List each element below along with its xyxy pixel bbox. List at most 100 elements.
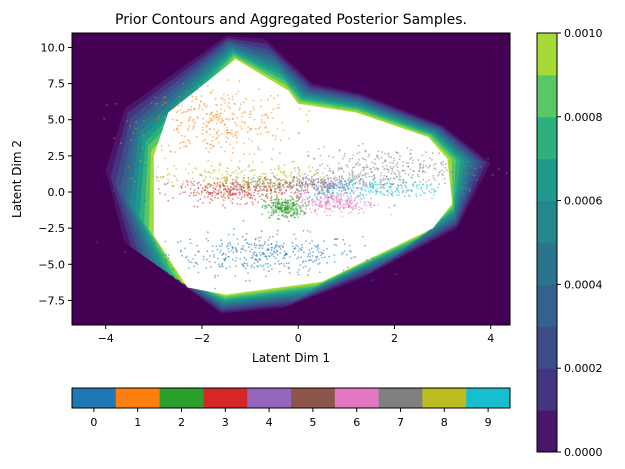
data-point [223, 258, 225, 260]
y-tick-label: 2.5 [48, 150, 66, 163]
data-point [271, 214, 273, 217]
data-point [461, 171, 464, 174]
data-point [283, 200, 286, 203]
data-point [265, 125, 267, 128]
data-point [167, 178, 169, 180]
data-point [383, 182, 386, 185]
data-point [388, 191, 390, 194]
data-point [348, 199, 351, 202]
data-point [142, 147, 144, 150]
data-point [250, 265, 253, 268]
data-point [280, 211, 283, 213]
data-point [302, 203, 305, 206]
data-point [391, 191, 394, 194]
data-point [211, 118, 214, 121]
data-point [201, 187, 204, 190]
data-point [270, 192, 273, 194]
data-point [433, 194, 435, 197]
data-point [325, 185, 327, 188]
data-point [185, 179, 188, 182]
data-point [239, 125, 242, 128]
data-point [274, 262, 276, 265]
data-point [281, 121, 283, 124]
data-point [355, 181, 358, 184]
data-point [329, 177, 332, 180]
data-point [208, 133, 211, 136]
data-point [177, 105, 180, 107]
data-point [343, 243, 346, 245]
data-point [288, 209, 291, 212]
data-point [169, 150, 171, 152]
data-point [105, 104, 108, 106]
data-point [250, 178, 253, 181]
data-point [312, 251, 314, 254]
data-point [302, 205, 305, 208]
data-point [346, 266, 349, 268]
data-point [129, 125, 132, 128]
data-point [315, 246, 318, 249]
data-point [370, 206, 372, 209]
data-point [206, 258, 208, 261]
data-point [227, 248, 230, 250]
data-point [345, 192, 348, 194]
data-point [192, 258, 195, 260]
data-point [171, 181, 173, 184]
data-point [273, 255, 275, 258]
data-point [417, 159, 420, 161]
data-point [242, 220, 245, 222]
data-point [187, 127, 189, 130]
data-point [244, 180, 247, 183]
data-point [187, 172, 190, 175]
data-point [385, 164, 388, 167]
data-point [204, 138, 207, 141]
y-tick-label: 5.0 [48, 114, 66, 127]
data-point [214, 261, 217, 264]
data-point [174, 175, 177, 178]
data-point [235, 124, 238, 127]
data-point [323, 194, 326, 196]
data-point [205, 147, 208, 150]
data-point [352, 172, 355, 175]
data-point [248, 164, 251, 167]
data-point [355, 207, 357, 210]
data-point [205, 191, 208, 194]
contour-above-max [153, 59, 453, 295]
data-point [283, 210, 285, 212]
data-point [220, 245, 223, 248]
class-colorbar-label: 1 [134, 416, 141, 429]
class-colorbar-segment [72, 388, 117, 408]
data-point [189, 187, 192, 190]
data-point [399, 155, 401, 157]
density-colorbar-tick-label: 0.0006 [564, 195, 603, 208]
data-point [336, 206, 339, 208]
data-point [229, 193, 232, 196]
data-point [317, 172, 319, 174]
data-point [192, 126, 195, 129]
data-point [220, 239, 223, 242]
data-point [205, 175, 207, 178]
data-point [231, 151, 234, 154]
data-point [298, 247, 301, 250]
data-point [229, 182, 232, 185]
data-point [343, 155, 346, 158]
data-point [294, 191, 297, 194]
data-point [284, 212, 287, 215]
data-point [274, 211, 277, 214]
data-point [460, 163, 463, 166]
data-point [321, 163, 324, 165]
data-point [246, 264, 249, 267]
data-point [373, 174, 375, 177]
data-point [359, 186, 361, 189]
data-point [298, 178, 300, 181]
data-point [206, 250, 209, 253]
data-point [301, 261, 304, 264]
data-point [219, 108, 222, 110]
data-point [256, 264, 258, 267]
data-point [277, 206, 280, 209]
data-point [164, 240, 167, 243]
data-point [264, 240, 266, 243]
data-point [306, 177, 309, 180]
data-point [164, 116, 166, 119]
data-point [442, 163, 445, 166]
data-point [231, 129, 233, 131]
